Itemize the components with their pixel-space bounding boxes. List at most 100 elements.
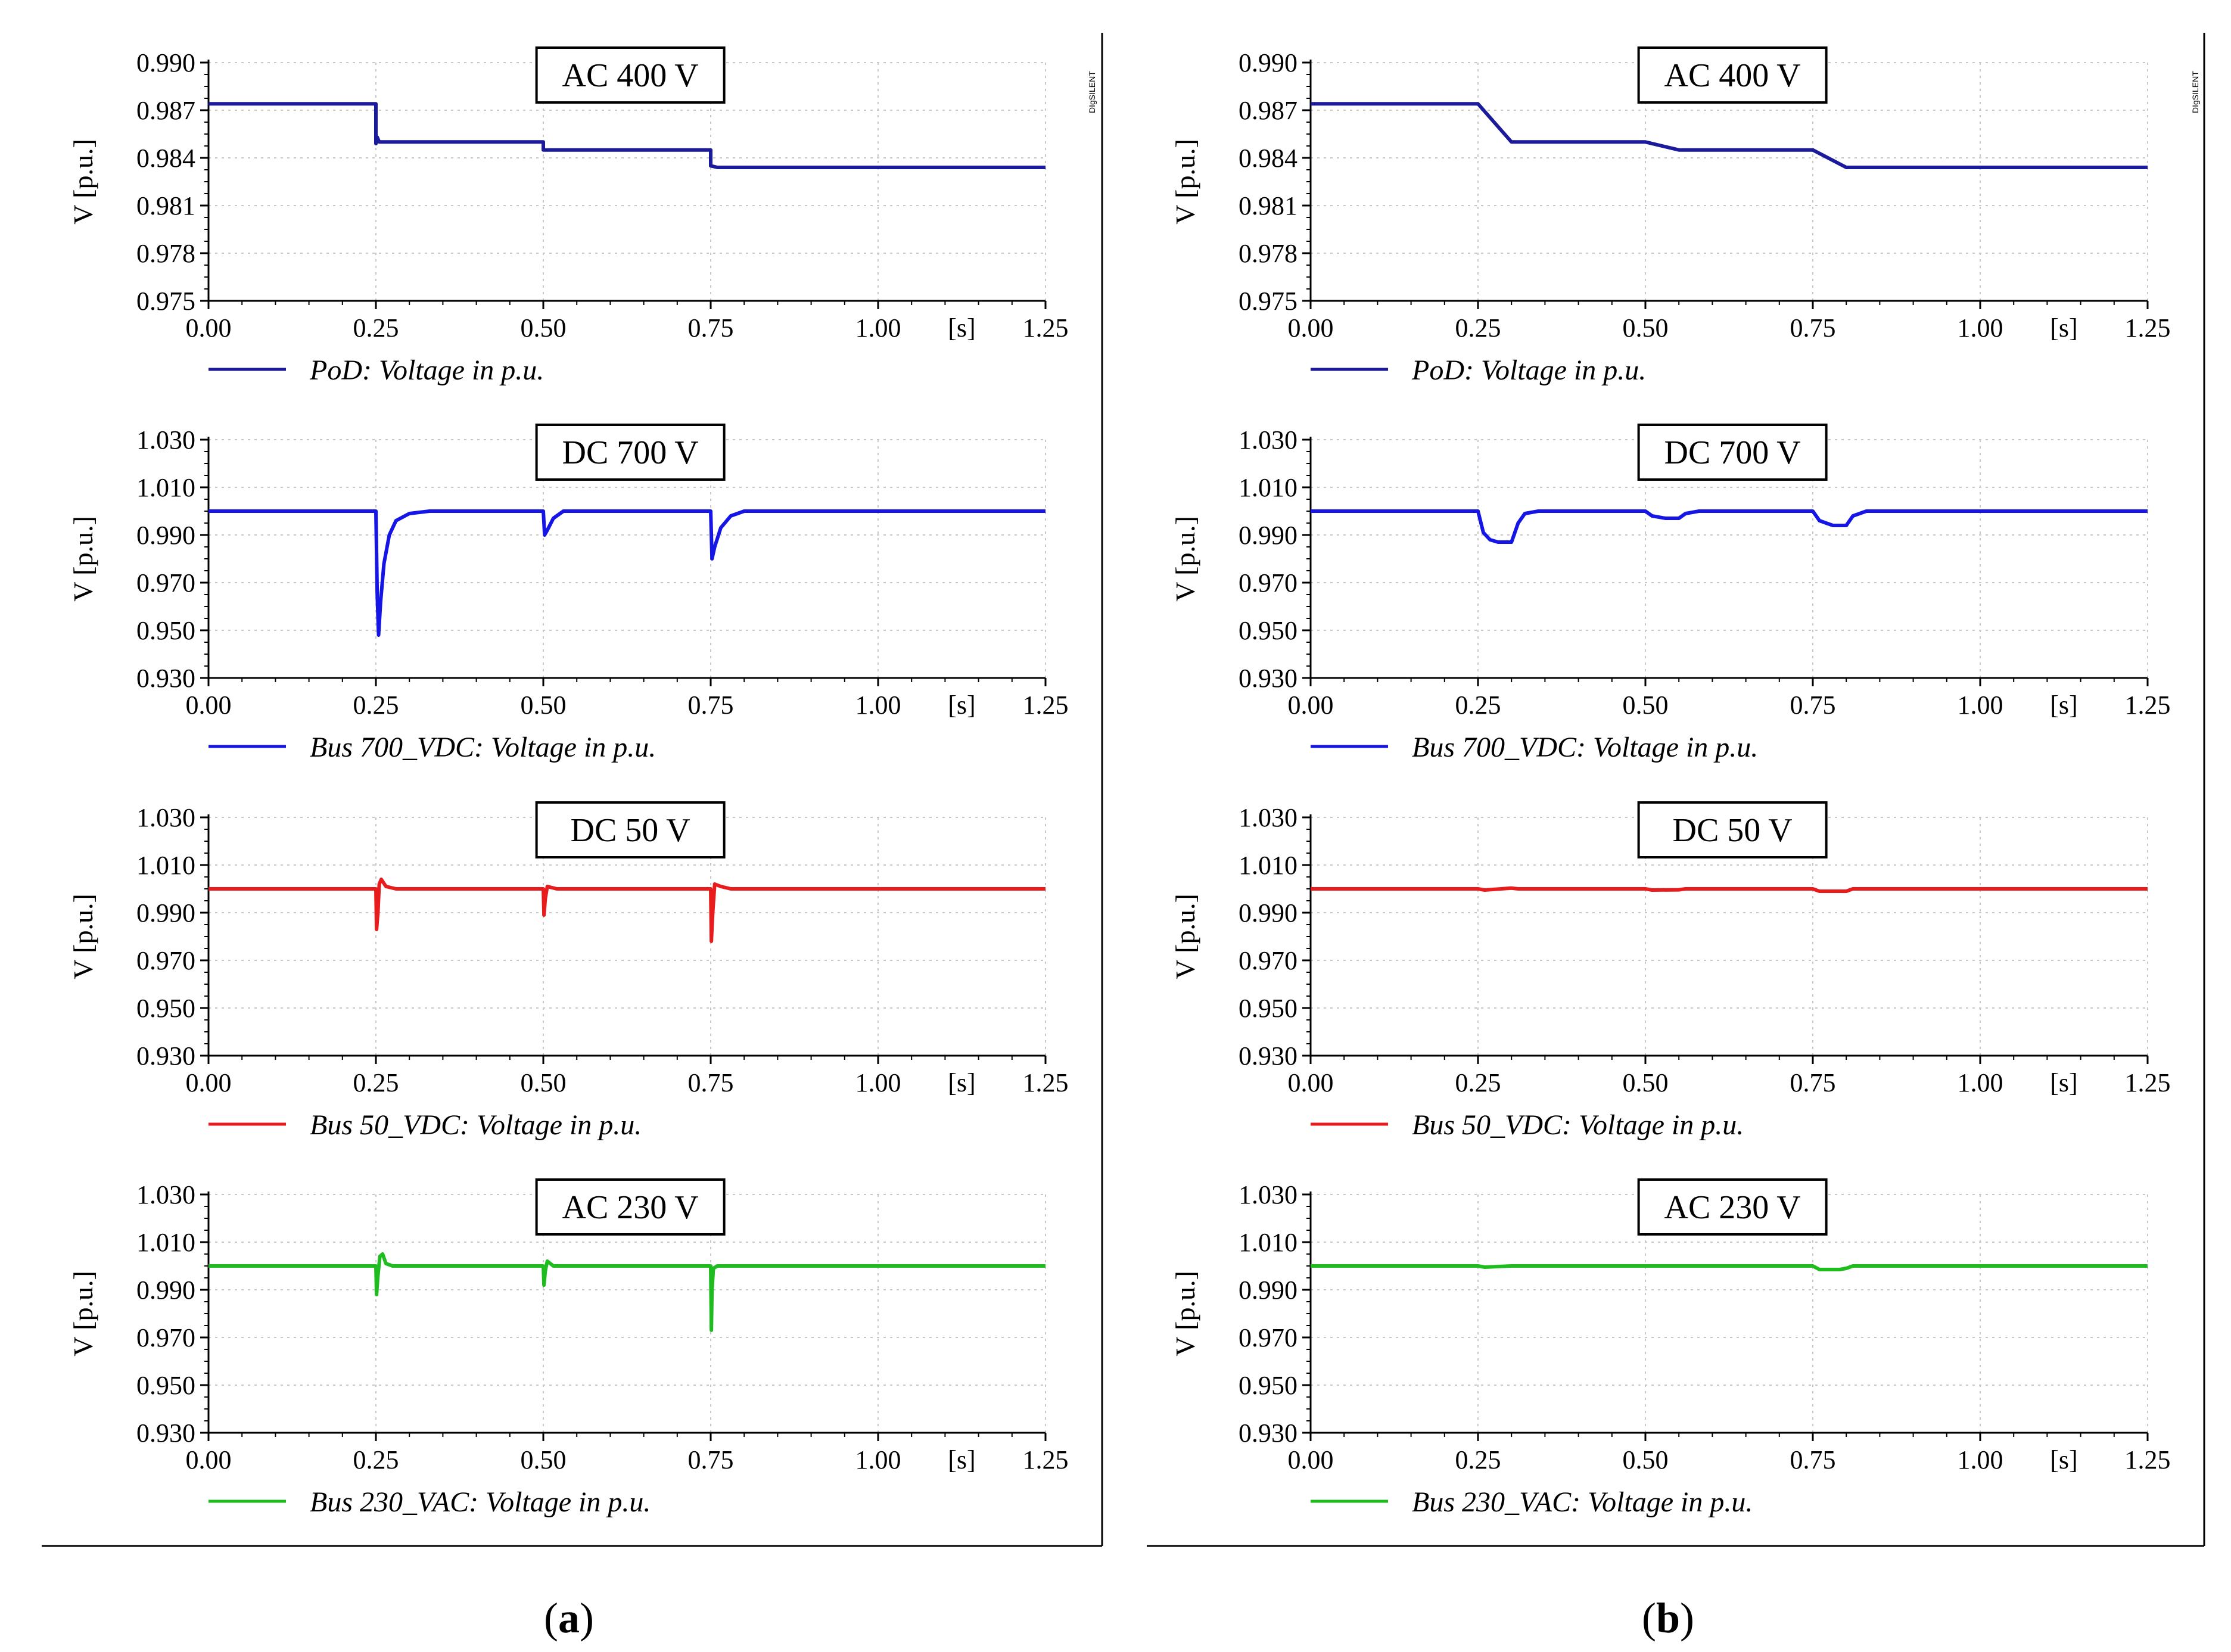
x-tick-label: 0.00	[1288, 1445, 1334, 1474]
x-tick-label: 1.25	[1023, 313, 1069, 343]
y-tick-label: 1.030	[1239, 1180, 1297, 1209]
chart-a-3: 0.930 0.950 0.970 0.990 1.010 1.030 0.00 0.25 0.…	[68, 801, 1069, 1141]
brand-label-a: DIgSILENT	[1087, 71, 1097, 113]
y-tick-label: 0.970	[136, 1323, 195, 1352]
y-tick-label: 0.930	[136, 1418, 195, 1448]
chart-title: DC 700 V	[562, 434, 699, 471]
x-tick-label: 1.25	[2125, 313, 2171, 343]
x-tick-label: 1.00	[1958, 313, 2003, 343]
y-tick-label: 0.987	[136, 96, 195, 125]
legend-label: Bus 50_VDC: Voltage in p.u.	[310, 1109, 642, 1141]
y-tick-label: 0.930	[136, 664, 195, 693]
y-tick-label: 0.990	[1239, 898, 1297, 928]
y-tick-label: 0.990	[136, 521, 195, 550]
x-tick-label: 0.50	[1623, 313, 1669, 343]
chart-title-box	[535, 46, 726, 104]
chart-b-3: 0.930 0.950 0.970 0.990 1.010 1.030 0.00 0.25 0.…	[1170, 801, 2171, 1141]
chart-title: AC 230 V	[1664, 1189, 1801, 1226]
y-tick-label: 0.975	[1239, 287, 1297, 316]
x-tick-label: 0.00	[186, 1068, 232, 1097]
y-tick-label: 1.030	[136, 803, 195, 832]
y-tick-label: 0.981	[136, 191, 195, 220]
charts-group: 0.975 0.978 0.981 0.984 0.987 0.990 0.00 0.25 0.…	[68, 46, 2171, 1518]
x-tick-label: 1.25	[2125, 690, 2171, 720]
y-tick-label: 1.030	[136, 425, 195, 455]
caption-a: (a)	[544, 1594, 594, 1642]
y-tick-label: 0.978	[136, 239, 195, 268]
caption-b: (b)	[1642, 1594, 1694, 1642]
x-tick-label: 0.25	[1455, 1445, 1501, 1474]
x-tick-label: 1.00	[855, 1445, 901, 1474]
y-tick-label: 0.970	[1239, 568, 1297, 598]
caption-a-letter: a	[558, 1594, 580, 1642]
y-tick-label: 1.010	[1239, 851, 1297, 880]
panel-b-frame	[1147, 33, 2205, 1547]
y-tick-label: 0.950	[136, 994, 195, 1023]
series-line	[1311, 886, 2148, 893]
y-tick-label: 1.010	[1239, 473, 1297, 502]
x-tick-label: 0.50	[521, 690, 567, 720]
chart-b-4: 0.930 0.950 0.970 0.990 1.010 1.030 0.00 0.25 0.…	[1170, 1178, 2171, 1518]
legend-label: PoD: Voltage in p.u.	[309, 354, 544, 386]
x-tick-label: 0.25	[353, 1445, 399, 1474]
y-tick-label: 1.030	[1239, 803, 1297, 832]
y-tick-label: 0.990	[136, 48, 195, 77]
y-axis-label: V [p.u.]	[1170, 894, 1200, 979]
chart-title-box	[1637, 1178, 1828, 1236]
chart-title: DC 50 V	[1673, 812, 1793, 849]
y-tick-label: 0.984	[1239, 144, 1297, 173]
y-tick-label: 1.010	[136, 1228, 195, 1257]
y-tick-label: 0.970	[136, 568, 195, 598]
x-tick-label: 1.25	[2125, 1068, 2171, 1097]
x-axis-unit: [s]	[948, 313, 975, 343]
legend-label: Bus 230_VAC: Voltage in p.u.	[1412, 1486, 1753, 1518]
y-tick-label: 1.010	[136, 473, 195, 502]
chart-a-2: 0.930 0.950 0.970 0.990 1.010 1.030 0.00 0.25 0.…	[68, 424, 1069, 763]
y-tick-label: 0.990	[1239, 1275, 1297, 1305]
series-line	[1311, 509, 2148, 544]
y-tick-label: 0.990	[1239, 521, 1297, 550]
y-tick-label: 0.970	[1239, 1323, 1297, 1352]
y-tick-label: 1.030	[136, 1180, 195, 1209]
x-axis-unit: [s]	[2050, 1445, 2077, 1474]
y-tick-label: 0.950	[136, 1371, 195, 1400]
y-tick-label: 0.990	[136, 1275, 195, 1305]
y-axis-label: V [p.u.]	[68, 894, 98, 979]
chart-a-4: 0.930 0.950 0.970 0.990 1.010 1.030 0.00 0.25 0.…	[68, 1178, 1069, 1518]
x-tick-label: 1.25	[1023, 1068, 1069, 1097]
y-tick-label: 0.950	[136, 616, 195, 645]
chart-title: AC 400 V	[1664, 57, 1801, 94]
x-tick-label: 0.50	[521, 1068, 567, 1097]
chart-b-1: 0.975 0.978 0.981 0.984 0.987 0.990 0.00 0.25 0.…	[1170, 46, 2171, 386]
series-line	[209, 1252, 1046, 1332]
series-line	[209, 102, 1046, 169]
y-tick-label: 0.981	[1239, 191, 1297, 220]
x-tick-label: 1.25	[2125, 1445, 2171, 1474]
x-tick-label: 0.75	[688, 313, 734, 343]
y-tick-label: 0.978	[1239, 239, 1297, 268]
chart-title-box	[535, 801, 726, 858]
y-tick-label: 0.930	[1239, 1041, 1297, 1071]
x-tick-label: 0.00	[186, 690, 232, 720]
x-tick-label: 0.50	[521, 1445, 567, 1474]
x-tick-label: 1.00	[1958, 1445, 2003, 1474]
x-tick-label: 0.50	[1623, 690, 1669, 720]
y-tick-label: 0.975	[136, 287, 195, 316]
legend-label: Bus 50_VDC: Voltage in p.u.	[1412, 1109, 1744, 1141]
y-tick-label: 0.930	[136, 1041, 195, 1071]
y-tick-label: 0.950	[1239, 616, 1297, 645]
chart-a-1: 0.975 0.978 0.981 0.984 0.987 0.990 0.00 0.25 0.…	[68, 46, 1069, 386]
y-tick-label: 0.987	[1239, 96, 1297, 125]
chart-b-2: 0.930 0.950 0.970 0.990 1.010 1.030 0.00 0.25 0.…	[1170, 424, 2171, 763]
x-tick-label: 0.25	[353, 1068, 399, 1097]
chart-title-box	[1637, 424, 1828, 481]
x-tick-label: 0.75	[1790, 690, 1836, 720]
x-axis-unit: [s]	[2050, 690, 2077, 720]
y-tick-label: 0.984	[136, 144, 195, 173]
x-tick-label: 1.00	[855, 1068, 901, 1097]
caption-b-letter: b	[1656, 1594, 1680, 1642]
x-axis-unit: [s]	[948, 1068, 975, 1097]
x-tick-label: 1.25	[1023, 1445, 1069, 1474]
x-tick-label: 0.00	[186, 313, 232, 343]
